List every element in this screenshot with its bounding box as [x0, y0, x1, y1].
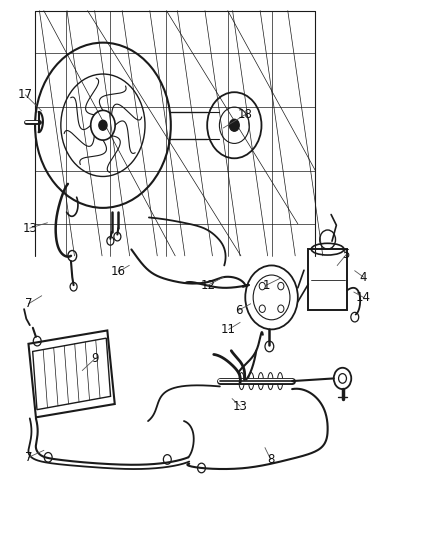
Text: 7: 7: [25, 451, 32, 464]
Bar: [308, 249, 347, 310]
Text: 11: 11: [221, 323, 236, 336]
Text: 4: 4: [360, 271, 367, 284]
Text: 16: 16: [111, 265, 126, 278]
Text: 9: 9: [92, 352, 99, 365]
Text: 6: 6: [235, 304, 243, 317]
Text: 13: 13: [22, 222, 37, 235]
Text: 13: 13: [233, 400, 247, 413]
Text: 17: 17: [18, 88, 33, 101]
Text: 1: 1: [262, 279, 270, 292]
Text: 5: 5: [343, 248, 350, 261]
Text: 18: 18: [238, 108, 253, 121]
Circle shape: [230, 119, 239, 131]
Text: 12: 12: [201, 279, 215, 292]
Text: 14: 14: [356, 291, 371, 304]
Text: 7: 7: [25, 297, 32, 310]
Text: 8: 8: [267, 453, 274, 466]
Circle shape: [99, 120, 107, 130]
